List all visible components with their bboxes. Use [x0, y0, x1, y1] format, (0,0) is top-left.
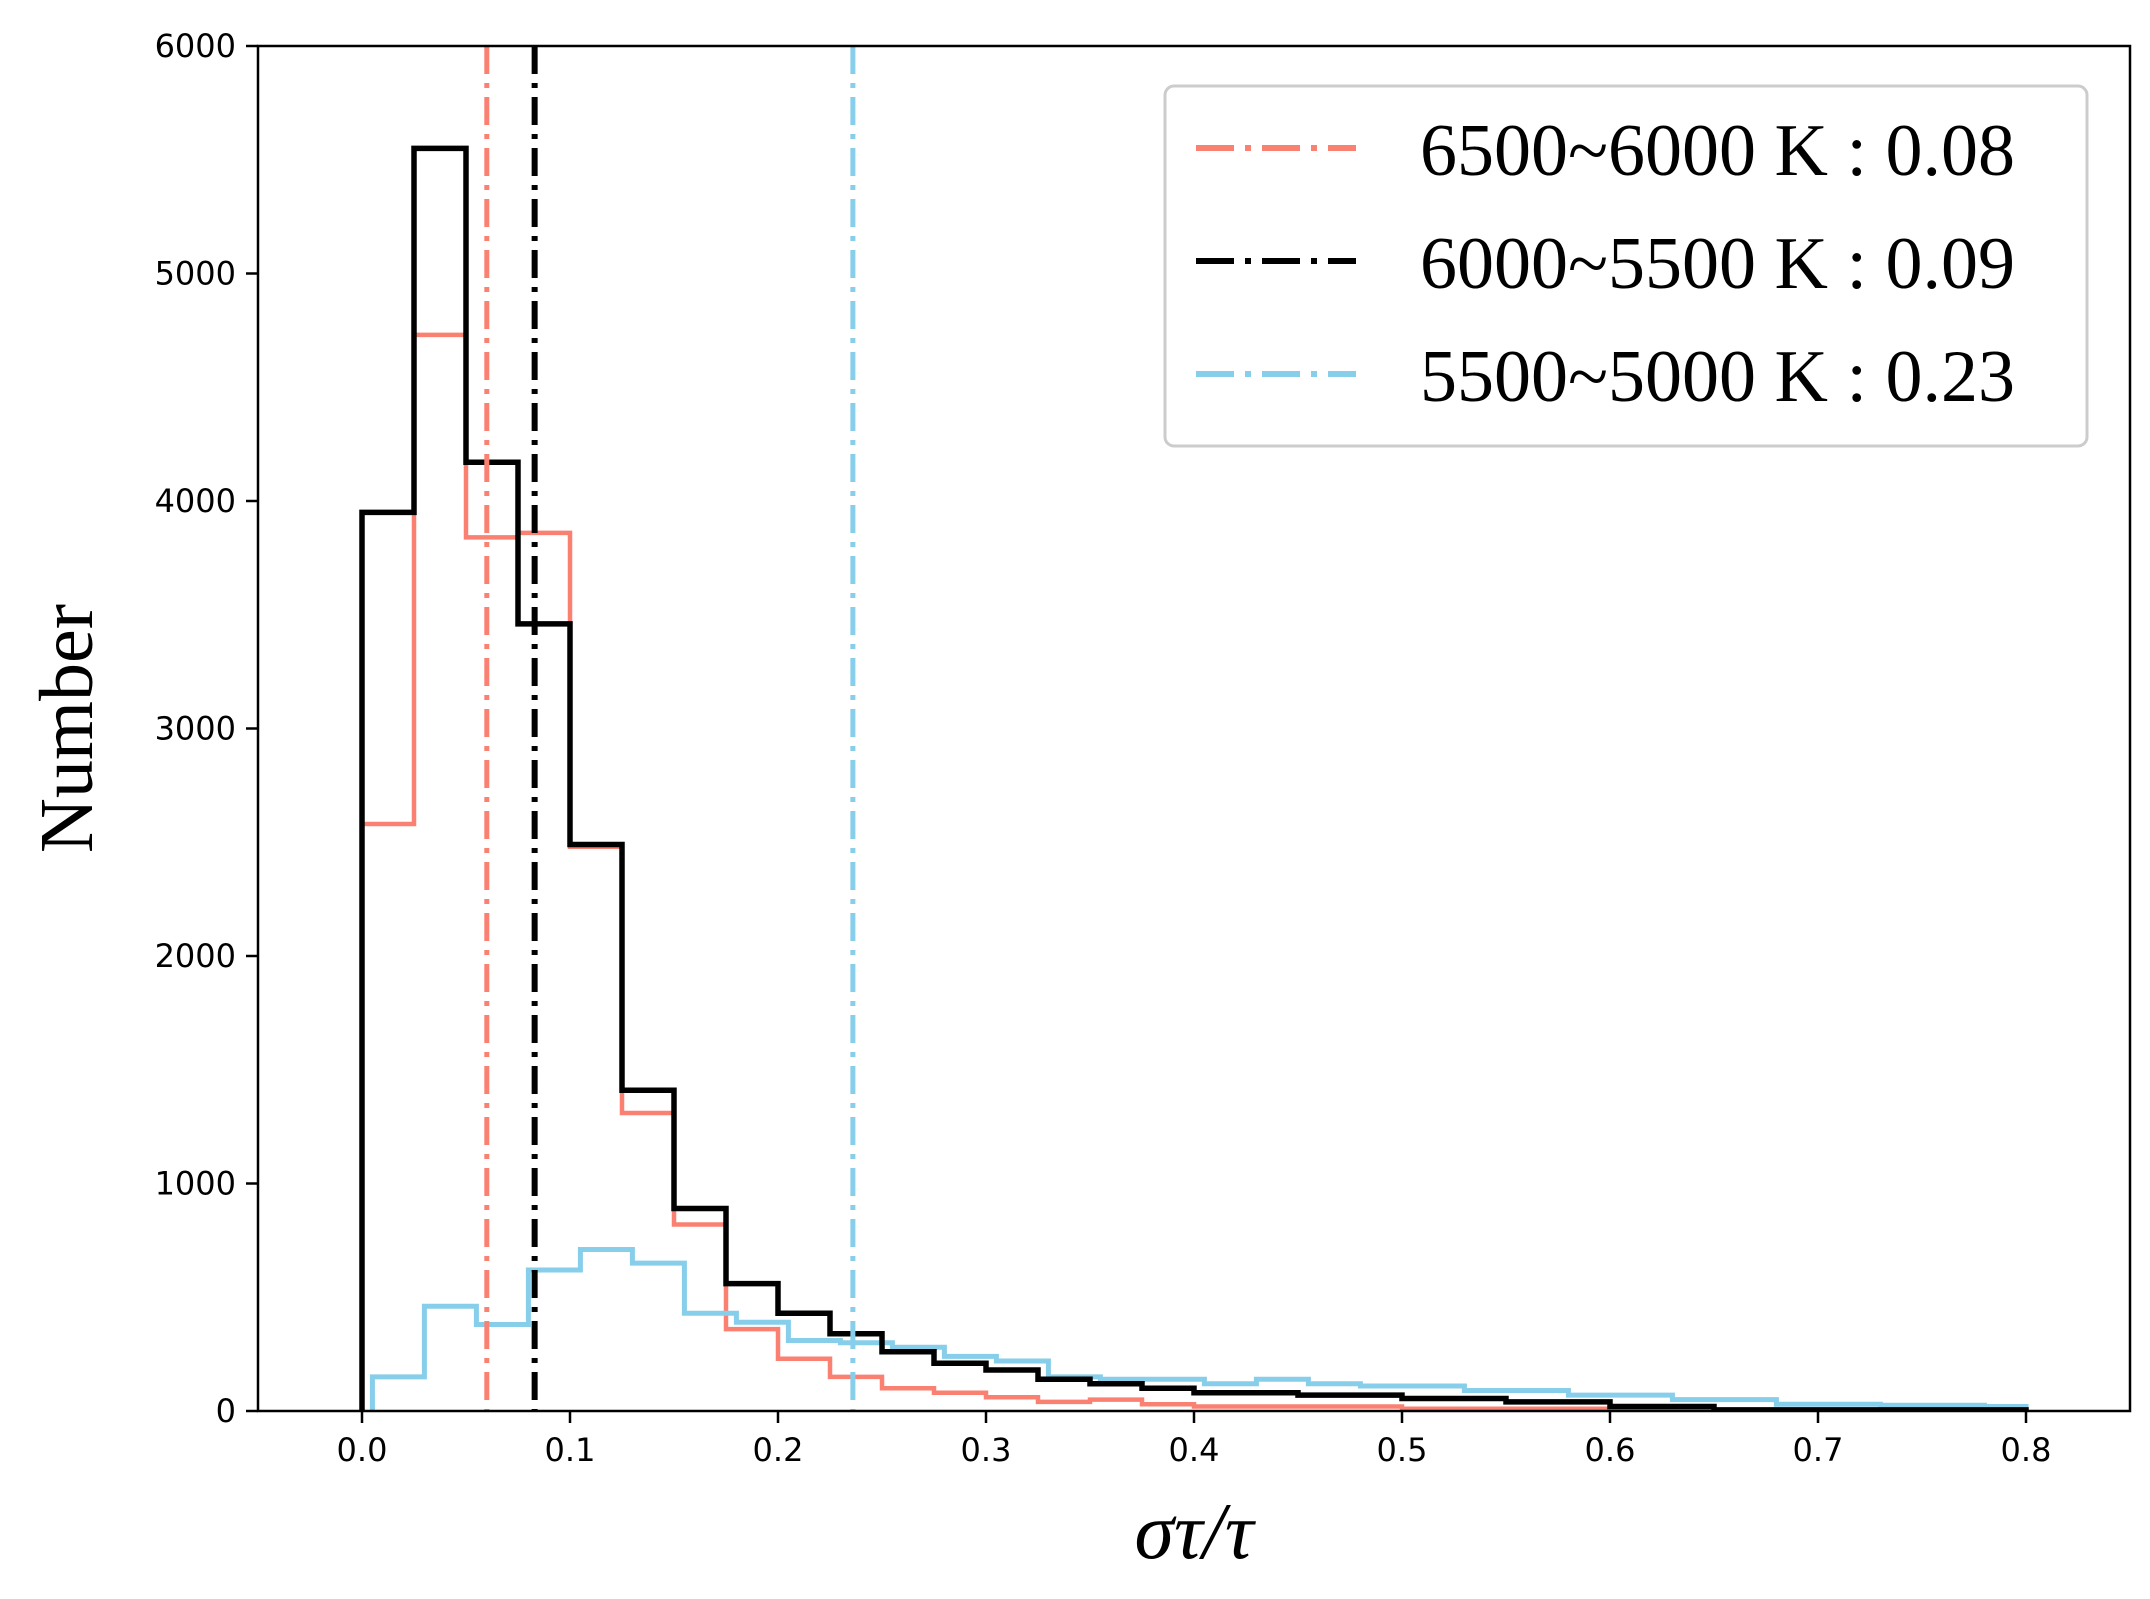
histogram-bin — [518, 624, 570, 1411]
y-tick-label: 3000 — [155, 710, 236, 748]
histogram-bin — [778, 1313, 830, 1411]
histogram-bin — [830, 1334, 882, 1411]
y-tick-label: 1000 — [155, 1165, 236, 1203]
x-tick-label: 0.0 — [337, 1431, 388, 1469]
legend-box — [1163, 84, 2089, 448]
histogram-bin — [570, 845, 622, 1412]
series-2 — [359, 145, 2029, 1412]
series-3 — [369, 1247, 2029, 1411]
histogram-bin — [1194, 1393, 1298, 1411]
x-tick-label: 0.1 — [545, 1431, 596, 1469]
x-tick-label: 0.3 — [961, 1431, 1012, 1469]
histogram-bin — [1298, 1395, 1402, 1411]
histogram-bin — [1038, 1379, 1090, 1411]
legend-label: 6000~5500 K : 0.09 — [1420, 223, 2015, 305]
x-tick-label: 0.2 — [753, 1431, 804, 1469]
histogram-bin — [1090, 1384, 1142, 1411]
x-tick-label: 0.8 — [2001, 1431, 2052, 1469]
histogram-bin — [1402, 1399, 1506, 1412]
histogram-bin — [674, 1209, 726, 1412]
axes: 0.0 0.1 0.2 0.3 0.4 0.5 0.6 0.7 0.8 0 1000 2000 3000… — [155, 27, 2132, 1469]
histogram-bin — [726, 1284, 778, 1411]
histogram-bin — [934, 1363, 986, 1411]
legend-entry-2: 6000~5500 K : 0.09 — [1196, 223, 2015, 305]
legend-label: 6500~6000 K : 0.08 — [1420, 110, 2015, 192]
legend-label: 5500~5000 K : 0.23 — [1420, 336, 2015, 418]
x-tick-label: 0.7 — [1793, 1431, 1844, 1469]
histogram-bin — [882, 1352, 934, 1411]
histogram-bin — [414, 148, 466, 1411]
y-tick-label: 0 — [216, 1392, 236, 1430]
histogram-bin — [622, 1090, 674, 1411]
histogram-bin — [362, 512, 414, 1411]
histogram-bin — [1506, 1402, 1610, 1411]
legend-entry-3: 5500~5000 K : 0.23 — [1196, 336, 2015, 418]
histogram-bin — [1142, 1388, 1194, 1411]
y-tick-label: 4000 — [155, 482, 236, 520]
histogram-bin — [986, 1370, 1038, 1411]
plot-area — [359, 46, 2029, 1412]
plot-content — [359, 46, 2029, 1412]
x-tick-label: 0.6 — [1585, 1431, 1636, 1469]
legend-entry-1: 6500~6000 K : 0.08 — [1196, 110, 2015, 192]
x-tick-label: 0.5 — [1377, 1431, 1428, 1469]
x-axis-title: στ/τ — [1135, 1488, 1257, 1576]
histogram-step-line — [369, 1247, 2029, 1411]
legend: 6500~6000 K : 0.08 6000~5500 K : 0.09 5500… — [1163, 84, 2089, 448]
y-tick-label: 2000 — [155, 937, 236, 975]
histogram-bin — [466, 462, 518, 1411]
histogram-step-line — [359, 145, 2029, 1411]
y-tick-label: 5000 — [155, 255, 236, 293]
y-tick-label: 6000 — [155, 27, 236, 65]
y-axis-title: Number — [25, 604, 109, 853]
x-tick-label: 0.4 — [1169, 1431, 1220, 1469]
